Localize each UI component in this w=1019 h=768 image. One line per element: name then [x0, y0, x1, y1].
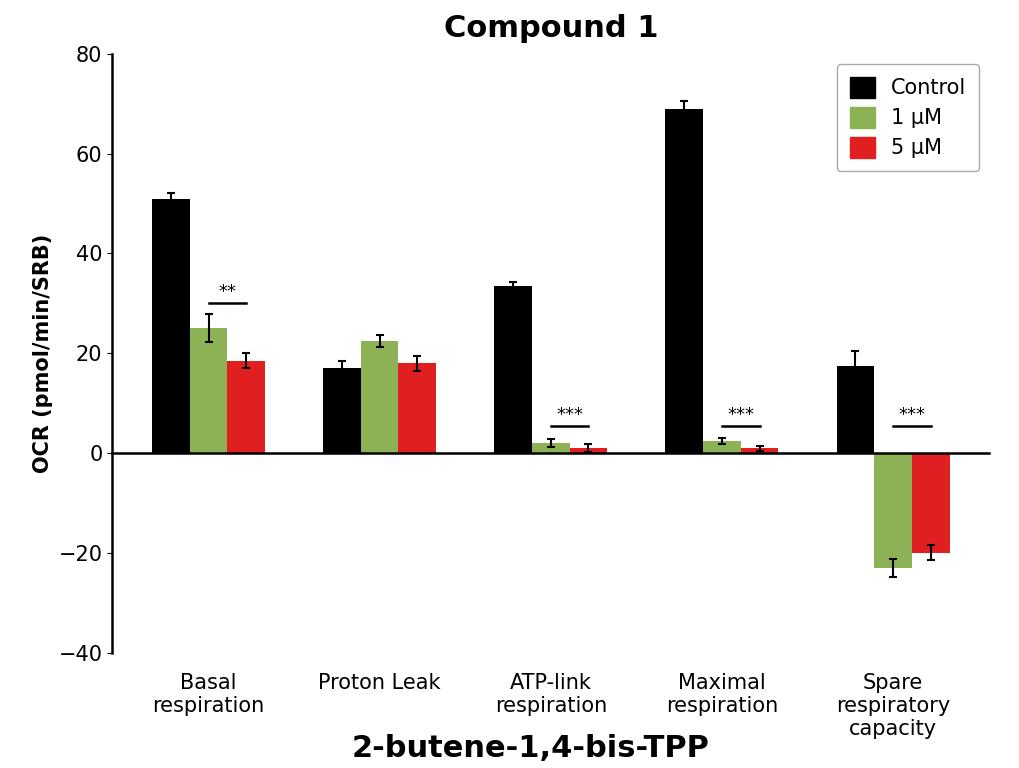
Bar	[494, 286, 532, 453]
Y-axis label: OCR (pmol/min/SRB): OCR (pmol/min/SRB)	[33, 233, 53, 473]
Text: ATP-link
respiration: ATP-link respiration	[494, 673, 606, 716]
Text: Spare
respiratory
capacity: Spare respiratory capacity	[836, 673, 950, 739]
Text: Proton Leak: Proton Leak	[318, 673, 440, 693]
Text: ***: ***	[555, 406, 583, 424]
Bar	[911, 453, 949, 553]
Bar	[740, 449, 777, 453]
Text: **: **	[218, 283, 236, 301]
Bar	[152, 199, 190, 453]
Bar	[569, 449, 606, 453]
Text: ***: ***	[898, 406, 924, 424]
Bar	[664, 109, 702, 453]
Bar	[532, 443, 569, 453]
Legend: Control, 1 μM, 5 μM: Control, 1 μM, 5 μM	[837, 65, 978, 171]
Text: 2-butene-1,4-bis-TPP: 2-butene-1,4-bis-TPP	[352, 734, 708, 763]
Text: Maximal
respiration: Maximal respiration	[665, 673, 777, 716]
Text: Basal
respiration: Basal respiration	[152, 673, 264, 716]
Title: Compound 1: Compound 1	[443, 14, 657, 43]
Bar	[873, 453, 911, 568]
Bar	[702, 441, 740, 453]
Text: ***: ***	[727, 406, 753, 424]
Bar	[836, 366, 873, 453]
Bar	[190, 329, 227, 453]
Bar	[227, 361, 265, 453]
Bar	[398, 363, 436, 453]
Bar	[323, 369, 361, 453]
Bar	[361, 341, 398, 453]
